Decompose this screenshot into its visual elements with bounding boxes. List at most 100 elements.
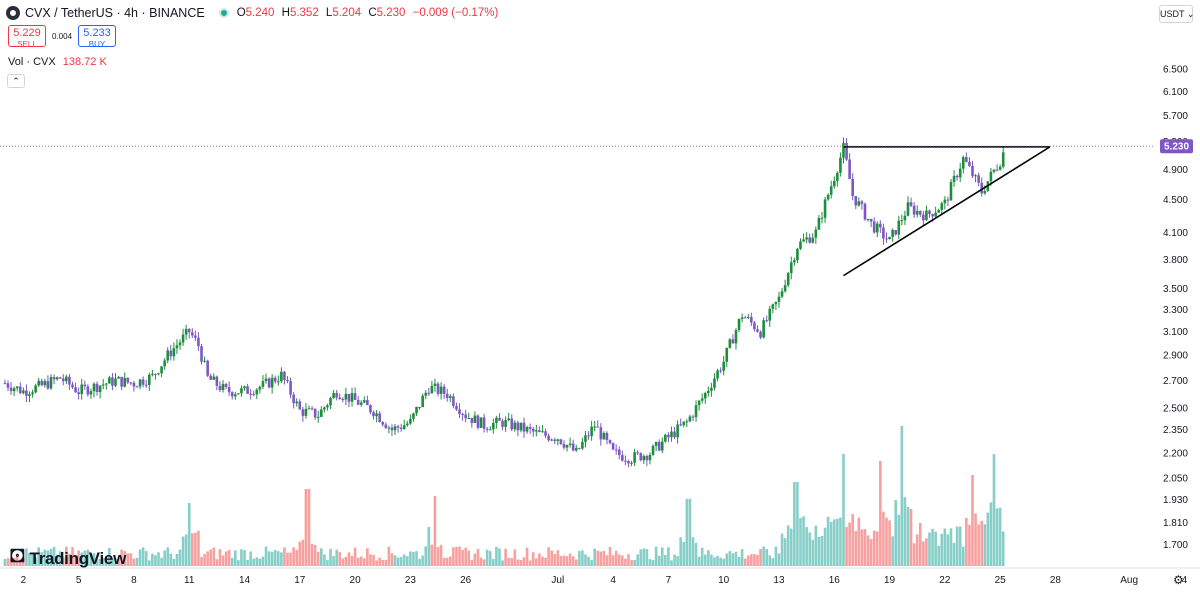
- candle[interactable]: [178, 339, 182, 350]
- candle[interactable]: [823, 197, 827, 223]
- candle[interactable]: [786, 271, 790, 288]
- candle[interactable]: [353, 387, 357, 401]
- candle[interactable]: [135, 385, 139, 388]
- candle[interactable]: [851, 173, 855, 201]
- candle[interactable]: [679, 418, 682, 427]
- candle[interactable]: [292, 392, 295, 409]
- candle[interactable]: [221, 380, 225, 393]
- candle[interactable]: [897, 215, 901, 240]
- candle[interactable]: [707, 386, 710, 397]
- candle[interactable]: [940, 201, 944, 216]
- candle[interactable]: [412, 412, 415, 422]
- candle[interactable]: [611, 442, 615, 451]
- candle[interactable]: [206, 359, 209, 378]
- candle[interactable]: [65, 374, 68, 384]
- candle[interactable]: [154, 373, 157, 380]
- candle[interactable]: [670, 426, 673, 442]
- candle[interactable]: [722, 355, 725, 376]
- candle[interactable]: [710, 382, 713, 397]
- candle[interactable]: [937, 208, 941, 213]
- candle[interactable]: [25, 384, 28, 403]
- candle[interactable]: [839, 152, 842, 177]
- candle[interactable]: [166, 347, 170, 364]
- candle[interactable]: [22, 387, 25, 395]
- candle[interactable]: [104, 382, 108, 390]
- chevron-up-icon[interactable]: ⌃: [7, 74, 25, 88]
- candle[interactable]: [642, 454, 646, 465]
- candle[interactable]: [495, 415, 498, 429]
- candle[interactable]: [74, 382, 77, 394]
- candle[interactable]: [627, 459, 630, 468]
- candle[interactable]: [190, 328, 194, 338]
- candle[interactable]: [452, 393, 455, 409]
- candle[interactable]: [700, 393, 704, 404]
- candle[interactable]: [949, 179, 953, 201]
- candle[interactable]: [276, 375, 280, 386]
- candle[interactable]: [243, 385, 246, 391]
- candle[interactable]: [928, 209, 931, 218]
- candle[interactable]: [384, 422, 388, 429]
- candle[interactable]: [590, 420, 593, 441]
- candle[interactable]: [974, 174, 977, 183]
- candle[interactable]: [848, 153, 851, 180]
- candle[interactable]: [141, 376, 145, 388]
- candle[interactable]: [624, 455, 627, 466]
- candle[interactable]: [427, 387, 431, 396]
- candle[interactable]: [808, 233, 811, 244]
- candle[interactable]: [768, 305, 772, 327]
- candle[interactable]: [891, 228, 894, 242]
- candle[interactable]: [117, 375, 120, 379]
- candle[interactable]: [664, 433, 667, 443]
- candle[interactable]: [630, 460, 633, 467]
- candle[interactable]: [906, 196, 910, 217]
- candle[interactable]: [694, 400, 698, 422]
- candle[interactable]: [565, 444, 569, 452]
- candle[interactable]: [943, 196, 947, 210]
- candle[interactable]: [46, 375, 50, 390]
- candle[interactable]: [648, 452, 652, 465]
- candle[interactable]: [455, 402, 458, 411]
- candle[interactable]: [731, 334, 735, 344]
- candle[interactable]: [869, 218, 873, 228]
- candle[interactable]: [160, 366, 163, 378]
- candle[interactable]: [805, 232, 808, 244]
- candle[interactable]: [882, 223, 885, 245]
- candle[interactable]: [571, 439, 575, 452]
- candle[interactable]: [15, 386, 19, 392]
- candle[interactable]: [743, 315, 747, 319]
- candle[interactable]: [992, 169, 996, 174]
- candle[interactable]: [31, 389, 34, 398]
- candle[interactable]: [101, 379, 105, 390]
- candle[interactable]: [799, 238, 802, 250]
- candle[interactable]: [458, 403, 461, 419]
- candle[interactable]: [691, 414, 695, 422]
- candle[interactable]: [402, 419, 406, 430]
- candle[interactable]: [304, 403, 308, 419]
- candle[interactable]: [759, 330, 762, 340]
- candle[interactable]: [286, 376, 289, 384]
- candle[interactable]: [390, 424, 394, 436]
- candle[interactable]: [470, 417, 474, 428]
- candle[interactable]: [654, 441, 658, 452]
- candle[interactable]: [467, 412, 471, 419]
- candle[interactable]: [111, 372, 114, 391]
- candle[interactable]: [538, 426, 541, 433]
- candle[interactable]: [636, 450, 639, 455]
- candle[interactable]: [215, 375, 219, 391]
- candle[interactable]: [49, 374, 53, 390]
- candle[interactable]: [310, 406, 314, 411]
- candle[interactable]: [28, 391, 31, 403]
- candle[interactable]: [172, 342, 176, 361]
- candle[interactable]: [283, 370, 286, 385]
- candle[interactable]: [218, 381, 222, 393]
- volume-legend[interactable]: Vol · CVX 138.72 K: [8, 56, 107, 68]
- candle[interactable]: [71, 381, 74, 390]
- candle[interactable]: [295, 398, 299, 407]
- candle[interactable]: [703, 391, 707, 404]
- candle[interactable]: [482, 413, 486, 433]
- candle[interactable]: [126, 377, 130, 385]
- candle[interactable]: [719, 367, 722, 374]
- candle[interactable]: [507, 412, 510, 422]
- sell-button[interactable]: 5.229 SELL: [8, 25, 46, 49]
